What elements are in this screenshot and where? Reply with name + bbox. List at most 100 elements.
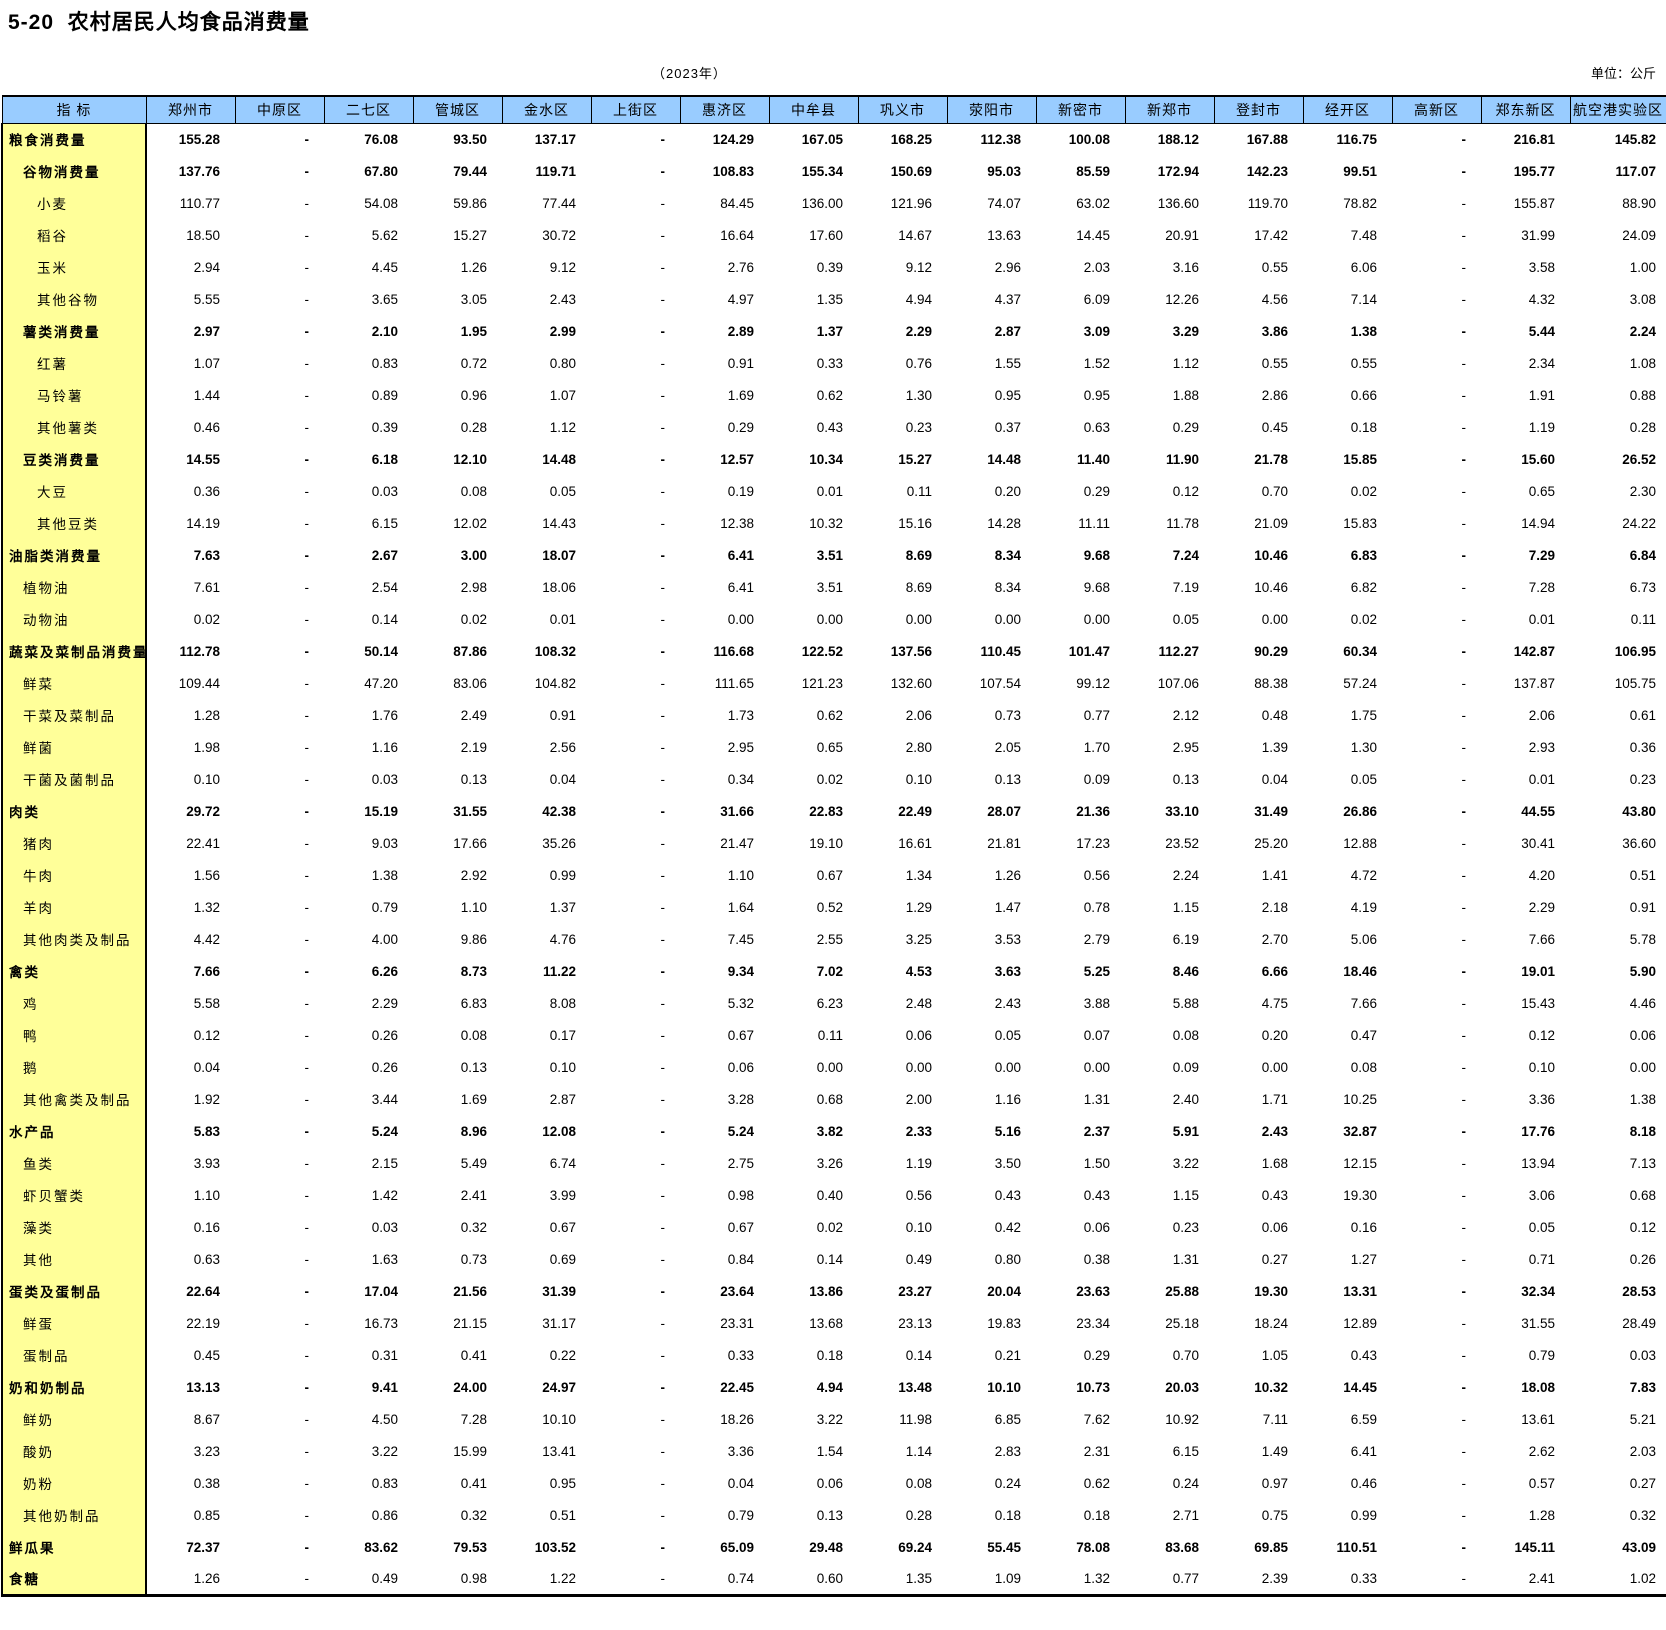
row-label: 豆类消费量 (1, 443, 147, 475)
data-cell: 0.08 (1350, 1059, 1377, 1075)
data-cell: 3.63 (994, 963, 1021, 979)
data-cell: 1.32 (1083, 1570, 1110, 1586)
data-cell: 13.61 (1521, 1411, 1555, 1427)
data-cell: 0.26 (371, 1027, 398, 1043)
data-cell: 1.47 (994, 899, 1021, 915)
data-cell: 43.80 (1622, 803, 1656, 819)
data-cell: 21.56 (453, 1283, 487, 1299)
column-header: 高新区 (1391, 95, 1482, 124)
row-label: 干菌及菌制品 (1, 763, 147, 795)
data-cell: 8.08 (549, 995, 576, 1011)
row-label: 鱼类 (1, 1147, 147, 1179)
row-label: 红薯 (1, 347, 147, 379)
data-cell: 1.70 (1083, 739, 1110, 755)
data-cell: 3.00 (460, 547, 487, 563)
data-cell: 0.56 (905, 1187, 932, 1203)
data-cell: 0.02 (1350, 611, 1377, 627)
data-cell: - (304, 515, 310, 531)
data-cell: - (660, 579, 666, 595)
data-cell: 0.98 (727, 1187, 754, 1203)
data-cell: - (660, 291, 666, 307)
data-cell: 1.54 (816, 1443, 843, 1459)
data-cell: 28.07 (987, 803, 1021, 819)
data-cell: 25.18 (1165, 1315, 1199, 1331)
row-label: 大豆 (1, 475, 147, 507)
row-label: 鲜瓜果 (1, 1531, 147, 1563)
data-cell: 2.80 (905, 739, 932, 755)
data-cell: 2.10 (371, 323, 398, 339)
data-cell: 2.99 (549, 323, 576, 339)
data-cell: 0.55 (1350, 355, 1377, 371)
data-cell: 28.53 (1622, 1283, 1656, 1299)
data-cell: 9.12 (549, 259, 576, 275)
data-cell: - (304, 1219, 310, 1235)
data-cell: 83.06 (453, 675, 487, 691)
year-note: （2023年） (652, 66, 727, 81)
data-cell: 23.64 (720, 1283, 754, 1299)
data-cell: - (1461, 1539, 1467, 1555)
data-cell: - (1461, 931, 1467, 947)
data-cell: 15.16 (898, 515, 932, 531)
data-cell: 1.16 (371, 739, 398, 755)
data-cell: - (304, 739, 310, 755)
data-cell: - (304, 931, 310, 947)
data-cell: 103.52 (534, 1539, 576, 1555)
data-cell: 4.53 (905, 963, 932, 979)
data-cell: - (304, 643, 310, 659)
data-cell: 5.90 (1629, 963, 1656, 979)
table-row: 稻谷 18.50 - 5.62 15.27 30.72 - 16.64 17.60 14.67 13… (1, 219, 1666, 251)
data-cell: 0.05 (549, 483, 576, 499)
data-cell: 0.39 (371, 419, 398, 435)
data-cell: 13.86 (809, 1283, 843, 1299)
data-cell: 8.18 (1629, 1123, 1656, 1139)
data-cell: 1.07 (549, 387, 576, 403)
data-cell: - (1461, 1059, 1467, 1075)
data-cell: 2.86 (1261, 387, 1288, 403)
data-cell: 6.41 (727, 579, 754, 595)
data-cell: 87.86 (453, 643, 487, 659)
data-cell: - (304, 1507, 310, 1523)
data-cell: 0.00 (905, 1059, 932, 1075)
data-cell: 0.00 (1261, 1059, 1288, 1075)
data-cell: - (304, 803, 310, 819)
data-cell: - (1461, 419, 1467, 435)
data-cell: 116.75 (1336, 131, 1377, 147)
data-cell: 22.19 (186, 1315, 220, 1331)
data-cell: 0.98 (460, 1570, 487, 1586)
data-cell: 0.32 (460, 1507, 487, 1523)
data-cell: 9.03 (371, 835, 398, 851)
data-cell: 124.29 (712, 131, 754, 147)
data-cell: 0.70 (1172, 1347, 1199, 1363)
data-cell: 110.45 (980, 643, 1021, 659)
data-cell: 16.64 (720, 227, 754, 243)
data-cell: 7.24 (1172, 547, 1199, 563)
data-cell: 0.09 (1172, 1059, 1199, 1075)
data-cell: 5.06 (1350, 931, 1377, 947)
data-cell: 2.95 (727, 739, 754, 755)
data-cell: - (1461, 1123, 1467, 1139)
data-cell: 7.13 (1629, 1155, 1656, 1171)
data-cell: 12.08 (542, 1123, 576, 1139)
data-cell: 2.03 (1629, 1443, 1656, 1459)
data-cell: 0.77 (1083, 707, 1110, 723)
data-cell: - (304, 1475, 310, 1491)
data-cell: 21.81 (987, 835, 1021, 851)
data-cell: - (1461, 1283, 1467, 1299)
row-label: 鲜奶 (1, 1403, 147, 1435)
data-cell: 32.34 (1521, 1283, 1555, 1299)
table-row: 谷物消费量 137.76 - 67.80 79.44 119.71 - 108.83 155.3… (1, 155, 1666, 187)
data-cell: 15.99 (453, 1443, 487, 1459)
data-cell: - (660, 1411, 666, 1427)
row-label: 植物油 (1, 571, 147, 603)
data-cell: 0.74 (727, 1570, 754, 1586)
data-cell: 0.62 (816, 707, 843, 723)
data-cell: - (304, 195, 310, 211)
data-cell: 19.30 (1254, 1283, 1288, 1299)
data-cell: 145.11 (1514, 1539, 1555, 1555)
row-label: 其他 (1, 1243, 147, 1275)
data-cell: 3.08 (1629, 291, 1656, 307)
data-cell: 2.56 (549, 739, 576, 755)
data-cell: 2.70 (1261, 931, 1288, 947)
table-row: 动物油 0.02 - 0.14 0.02 0.01 - 0.00 0.00 0.00 0.00 0.0… (1, 603, 1666, 635)
data-cell: 57.24 (1343, 675, 1377, 691)
